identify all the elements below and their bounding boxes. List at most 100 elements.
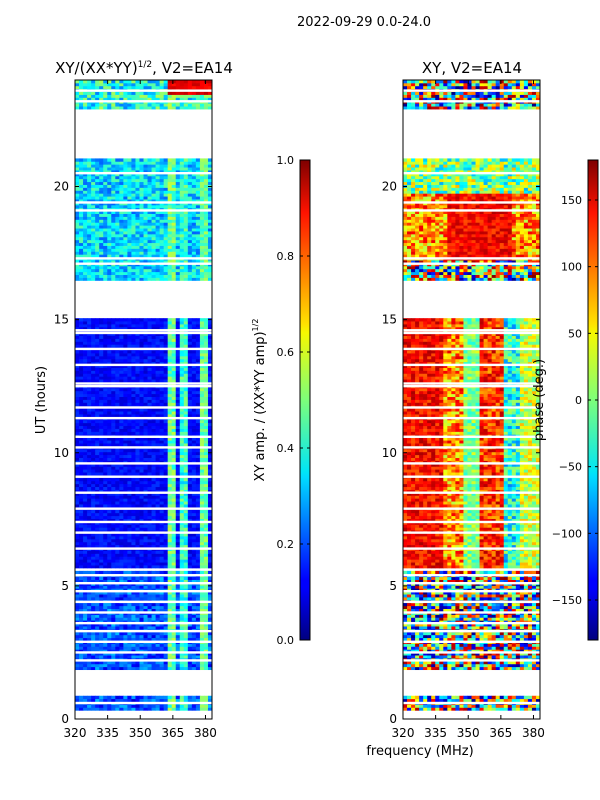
amp-cell [143, 448, 148, 453]
amp-cell [111, 242, 116, 246]
amp-cell [187, 370, 193, 374]
amp-cell [123, 559, 128, 563]
amp-cell [147, 454, 152, 458]
amp-cell [103, 260, 108, 264]
amp-cell [143, 663, 148, 668]
amp-cell [107, 239, 112, 244]
amp-cell [183, 451, 189, 456]
amp-cell [175, 698, 181, 702]
amp-cell [191, 646, 197, 650]
amp-cell [83, 399, 88, 403]
amp-cell [123, 620, 128, 624]
amp-cell [195, 251, 201, 255]
amp-cell [131, 225, 136, 229]
amp-cell [123, 614, 128, 618]
amp-cell [107, 222, 112, 226]
amp-cell [103, 271, 108, 275]
amp-cell [155, 663, 161, 668]
amp-cell [131, 277, 136, 281]
amp-cell [167, 617, 173, 621]
amp-cell [167, 219, 173, 223]
amp-cell [103, 350, 108, 354]
amp-cell [99, 364, 104, 368]
amp-cell [139, 274, 144, 278]
amp-cell [111, 649, 116, 653]
amp-cell [147, 332, 152, 336]
amp-cell [171, 495, 177, 499]
amp-cell [91, 225, 96, 229]
amp-cell [99, 437, 104, 441]
amp-cell [103, 460, 108, 464]
amp-cell [151, 393, 156, 397]
amp-cell [163, 411, 169, 415]
amp-cell [147, 344, 152, 348]
amp-cell [175, 373, 181, 377]
amp-cell [159, 501, 165, 505]
amp-cell [119, 655, 124, 659]
amp-cell [95, 460, 100, 464]
amp-cell [207, 663, 212, 668]
amp-cell [135, 498, 140, 502]
amp-cell [163, 591, 169, 595]
amp-cell [123, 219, 128, 223]
amp-cell [131, 231, 136, 235]
amp-cell [171, 437, 177, 441]
amp-cell [75, 353, 80, 357]
amp-cell [119, 704, 124, 708]
amp-cell [171, 486, 177, 490]
amp-cell [179, 399, 185, 403]
amp-cell [107, 631, 112, 636]
amp-cell [187, 448, 193, 453]
amp-cell [135, 646, 140, 650]
amp-cell [175, 379, 181, 383]
amp-cell [147, 626, 152, 630]
amp-cell [127, 570, 132, 575]
amp-cell [179, 509, 185, 514]
amp-cell [139, 515, 144, 519]
amp-cell [187, 509, 193, 514]
amp-cell [207, 565, 212, 569]
amp-cell [111, 399, 116, 403]
amp-cell [107, 228, 112, 232]
amp-cell [115, 428, 120, 432]
amp-cell [87, 515, 92, 519]
amp-cell [79, 422, 84, 427]
amp-cell [187, 233, 193, 238]
amp-cell [127, 626, 132, 630]
amp-cell [91, 533, 96, 537]
amp-cell [175, 655, 181, 659]
amp-cell [147, 260, 152, 264]
amp-cell [99, 605, 104, 610]
amp-cell [195, 655, 201, 659]
amp-cell [107, 550, 112, 554]
amp-cell [159, 515, 165, 519]
amp-cell [99, 695, 104, 700]
amp-cell [111, 425, 116, 429]
amp-cell [195, 660, 201, 665]
amp-cell [91, 620, 96, 624]
amp-cell [151, 332, 156, 336]
amp-cell [183, 536, 189, 540]
amp-cell [155, 509, 161, 514]
amp-cell [103, 585, 108, 589]
amp-cell [167, 649, 173, 653]
amp-cell [131, 536, 136, 540]
amp-cell [187, 419, 193, 424]
amp-cell [143, 524, 148, 528]
amp-cell [191, 457, 197, 461]
amp-cell [115, 588, 120, 592]
amp-cell [99, 559, 104, 563]
amp-cell [91, 260, 96, 264]
amp-cell [139, 480, 144, 485]
amp-cell [143, 495, 148, 499]
amp-cell [95, 411, 100, 415]
amp-cell [123, 251, 128, 255]
amp-cell [143, 501, 148, 505]
amp-cell [135, 486, 140, 490]
amp-cell [163, 695, 169, 700]
amp-cell [171, 518, 177, 522]
amp-cell [135, 353, 140, 357]
amp-cell [163, 390, 169, 395]
amp-cell [79, 399, 84, 403]
amp-cell [143, 652, 148, 656]
